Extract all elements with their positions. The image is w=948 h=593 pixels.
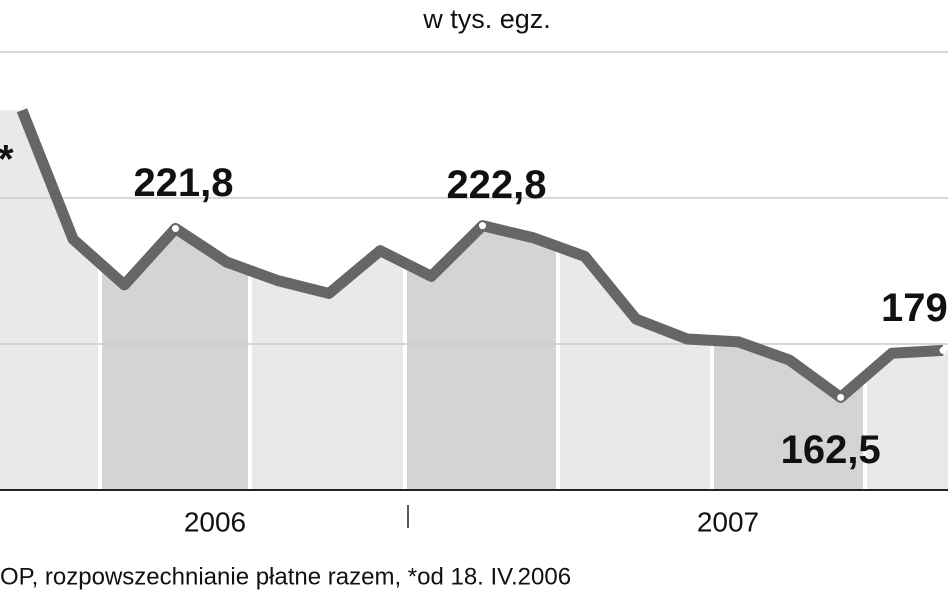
subtitle: w tys. egz. bbox=[422, 4, 551, 34]
band bbox=[865, 110, 948, 490]
value-label: 162,5 bbox=[781, 428, 881, 472]
band bbox=[100, 110, 250, 490]
value-label: 179 bbox=[881, 286, 948, 330]
year-label: 2007 bbox=[697, 506, 759, 537]
band bbox=[558, 110, 712, 490]
point bbox=[939, 346, 947, 354]
band bbox=[250, 110, 405, 490]
annotation: * bbox=[0, 138, 14, 182]
year-label: 2006 bbox=[184, 506, 246, 537]
area bbox=[0, 110, 948, 490]
point bbox=[479, 222, 486, 230]
source: OP, rozpowszechnianie płatne razem, *od … bbox=[0, 563, 571, 590]
point bbox=[837, 393, 845, 401]
point bbox=[172, 224, 179, 232]
value-label: 221,8 bbox=[133, 161, 233, 205]
value-label: 222,8 bbox=[446, 163, 546, 207]
band bbox=[405, 110, 558, 490]
band bbox=[712, 110, 865, 490]
